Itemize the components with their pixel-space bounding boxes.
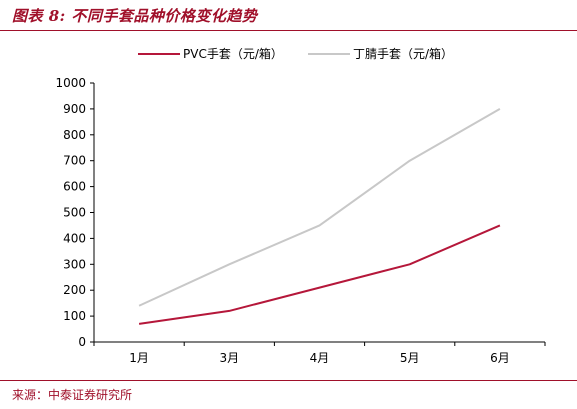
y-tick-label: 500 (63, 206, 86, 220)
y-axis-ticks: 0 100 200 300 400 500 600 700 800 900 1000 (55, 76, 94, 349)
title-bar: 图表 8: 不同手套品种价格变化趋势 (0, 0, 577, 31)
footer-rule (0, 380, 577, 381)
legend-label-pvc: PVC手套（元/箱） (183, 46, 283, 61)
y-tick-label: 400 (63, 231, 86, 245)
legend: PVC手套（元/箱） 丁腈手套（元/箱） (138, 46, 453, 61)
y-tick-label: 600 (63, 180, 86, 194)
x-tick-label: 4月 (310, 351, 330, 365)
y-tick-label: 0 (78, 335, 86, 349)
series-lines (138, 108, 501, 325)
x-axis-ticks: 1月 3月 4月 5月 6月 (93, 342, 546, 365)
source-note: 来源：中泰证券研究所 (12, 388, 133, 402)
y-tick-label: 800 (63, 128, 86, 142)
y-tick-label: 700 (63, 154, 86, 168)
x-tick-label: 5月 (400, 351, 420, 365)
figure-title: 图表 8: 不同手套品种价格变化趋势 (12, 7, 258, 25)
x-tick-label: 6月 (490, 351, 510, 365)
y-tick-label: 300 (63, 257, 86, 271)
x-tick-label: 1月 (129, 351, 149, 365)
line-chart: PVC手套（元/箱） 丁腈手套（元/箱） 0 100 200 300 400 500 600… (55, 46, 546, 365)
series-line-pvc (138, 224, 501, 325)
y-tick-label: 1000 (55, 76, 86, 90)
x-tick-label: 3月 (219, 351, 239, 365)
y-tick-label: 200 (63, 283, 86, 297)
series-line-nitrile (138, 108, 501, 307)
legend-label-nitrile: 丁腈手套（元/箱） (353, 46, 453, 61)
y-tick-label: 900 (63, 102, 86, 116)
y-tick-label: 100 (63, 309, 86, 323)
